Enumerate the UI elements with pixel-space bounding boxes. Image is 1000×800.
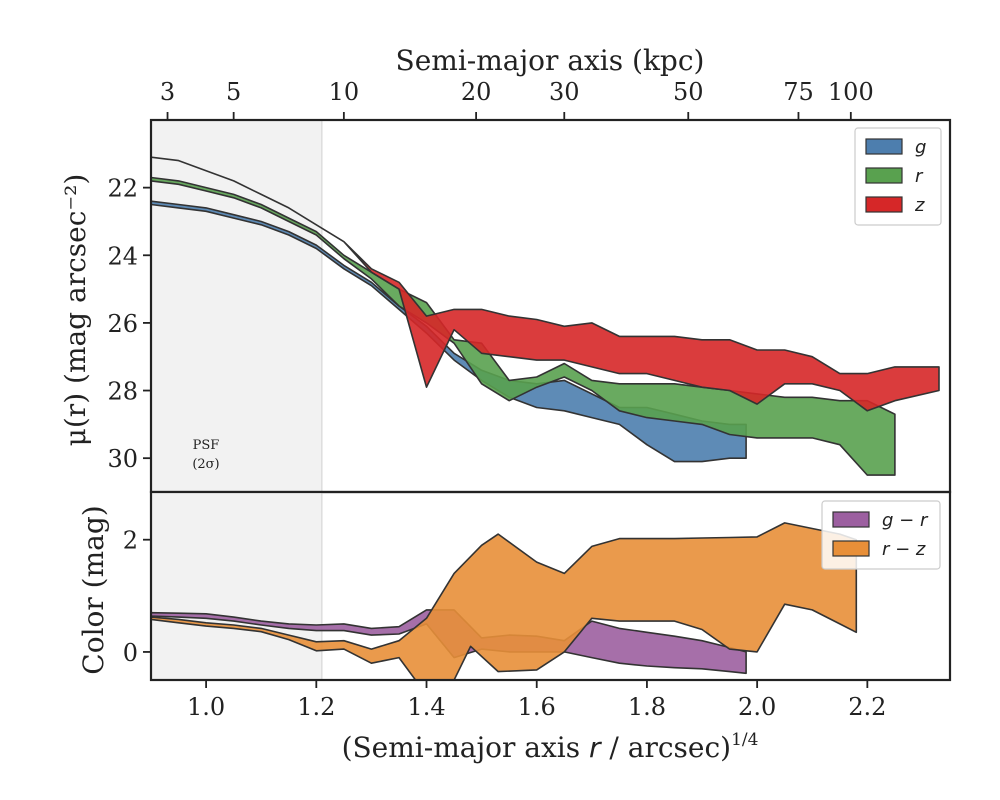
top-series-group: [151, 156, 940, 476]
legend-swatch: [865, 196, 903, 213]
top-y-ticks: 22 24 26 28 30: [107, 175, 151, 473]
y-tick-label: 28: [107, 378, 138, 406]
psf-shaded-region-bottom: [151, 492, 322, 680]
bottom-x-ticks: 1.0 1.2 1.4 1.6 1.8 2.0 2.2: [187, 680, 886, 721]
y-tick-label: 26: [107, 310, 138, 338]
psf-sigma-label: (2σ): [192, 457, 219, 472]
legend-swatch: [832, 511, 870, 528]
x-tick-label: 2.2: [848, 693, 886, 721]
bottom-axes-frame: [149, 490, 952, 682]
legend-label: r: [915, 166, 924, 187]
bottom-legend: g − r r − z: [821, 500, 941, 570]
top-legend: grz: [854, 127, 942, 226]
series-band-g: [151, 200, 747, 463]
bottom-x-axis-label: (Semi-major axis r / arcsec)1/4: [342, 730, 759, 764]
y-tick-label: 24: [107, 242, 138, 270]
legend-label: z: [914, 195, 925, 216]
bottom-series-group: [151, 522, 858, 680]
x-tick-label: 1.6: [518, 693, 556, 721]
top-x-tick-label: 100: [828, 78, 874, 106]
x-tick-label: 2.0: [738, 693, 776, 721]
x-tick-label: 1.4: [407, 693, 445, 721]
legend-swatch: [832, 540, 870, 557]
top-x-tick-label: 30: [549, 78, 580, 106]
top-y-axis-label: μ(r) (mag arcsec⁻²): [59, 174, 92, 447]
legend-swatch: [865, 138, 903, 155]
bottom-y-ticks: 02: [123, 527, 151, 667]
bottom-y-axis-label: Color (mag): [77, 505, 110, 674]
top-x-tick-label: 50: [673, 78, 704, 106]
series-band-z: [151, 156, 940, 412]
series-band-rz: [151, 522, 858, 680]
legend-label: g − r: [882, 510, 929, 531]
legend-swatch: [865, 167, 903, 184]
top-x-axis-label: Semi-major axis (kpc): [396, 44, 705, 77]
y-tick-label: 30: [107, 445, 138, 473]
top-x-tick-label: 75: [783, 78, 814, 106]
bottom-panel: 02 1.0 1.2 1.4 1.6 1.8 2.0 2.2 g − rr − z: [123, 490, 952, 721]
legend-label: g: [915, 137, 926, 158]
top-x-ticks: 3 5 10 20 30 50 75 100: [160, 78, 874, 120]
top-x-tick-label: 3: [160, 78, 175, 106]
psf-shaded-region: [151, 120, 322, 492]
x-tick-label: 1.2: [297, 693, 335, 721]
psf-label: PSF: [193, 438, 220, 453]
y-tick-label: 2: [123, 527, 138, 555]
y-tick-label: 0: [123, 639, 138, 667]
y-tick-label: 22: [107, 175, 138, 203]
legend-label: r − z: [882, 539, 926, 560]
x-tick-label: 1.8: [628, 693, 666, 721]
top-x-tick-label: 5: [226, 78, 241, 106]
x-tick-label: 1.0: [187, 693, 225, 721]
top-panel: 22 24 26 28 30 3 5 10 20 30 50 75 100 PSF (2σ) grz: [107, 78, 952, 494]
top-x-tick-label: 20: [461, 78, 492, 106]
top-x-tick-label: 10: [329, 78, 360, 106]
